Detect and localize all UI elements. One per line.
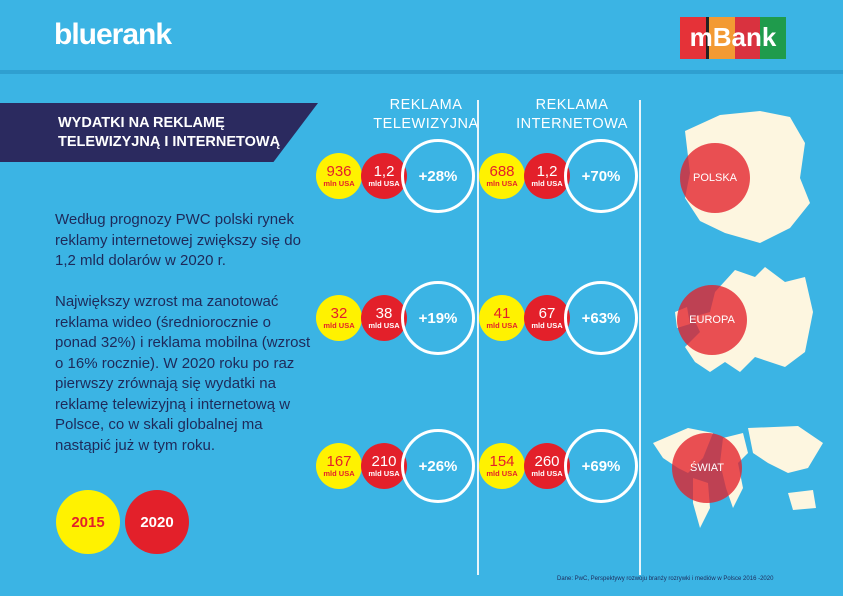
column-divider [639, 100, 641, 575]
value: 936 [326, 163, 352, 180]
unit: mln USA [486, 179, 518, 188]
region-marker-europa: EUROPA [677, 285, 747, 355]
title-line-2: TELEWIZYJNĄ I INTERNETOWĄ [58, 134, 281, 150]
column-divider [477, 100, 479, 575]
region-marker-swiat: ŚWIAT [672, 433, 742, 503]
unit: mld USA [486, 321, 518, 330]
value: 167 [326, 453, 352, 470]
tv-l1: REKLAMA [389, 97, 463, 113]
page-title: WYDATKI NA REKLAMĘ TELEWIZYJNĄ I INTERNE… [58, 114, 288, 152]
mbank-logo-text: mBank [689, 22, 777, 52]
value: 41 [493, 305, 511, 322]
unit: mld USA [531, 179, 563, 188]
unit: mld USA [531, 469, 563, 478]
legend-2015: 2015 [56, 490, 120, 554]
net-l2: INTERNETOWA [516, 116, 628, 132]
value: 67 [538, 305, 556, 322]
value-2020-tv: 210 mld USA [361, 443, 407, 489]
value: 32 [330, 305, 348, 322]
paragraph-2: Największy wzrost ma zanotować reklama w… [55, 293, 311, 454]
unit: mld USA [368, 321, 400, 330]
value-2015-tv: 167 mld USA [316, 443, 362, 489]
mbank-logo: mBank [680, 17, 787, 59]
column-header-tv: REKLAMA TELEWIZYJNA [356, 96, 496, 134]
growth-net: +70% [564, 139, 638, 213]
header-divider [0, 70, 843, 74]
value: 688 [489, 163, 515, 180]
growth-tv: +19% [401, 281, 475, 355]
tv-l2: TELEWIZYJNA [373, 116, 479, 132]
title-banner [0, 103, 318, 162]
value: 38 [375, 305, 393, 322]
value-2015-net: 154 mld USA [479, 443, 525, 489]
unit: mld USA [368, 469, 400, 478]
value-2020-tv: 38 mld USA [361, 295, 407, 341]
value-2020-net: 67 mld USA [524, 295, 570, 341]
value: 260 [534, 453, 560, 470]
title-line-1: WYDATKI NA REKLAMĘ [58, 115, 225, 131]
value-2015-tv: 936 mln USA [316, 153, 362, 199]
value-2020-tv: 1,2 mld USA [361, 153, 407, 199]
value-2015-net: 41 mld USA [479, 295, 525, 341]
unit: mld USA [531, 321, 563, 330]
unit: mln USA [323, 179, 355, 188]
value-2020-net: 260 mld USA [524, 443, 570, 489]
legend-2020: 2020 [125, 490, 189, 554]
bluerank-logo: bluerank [54, 18, 172, 51]
value-2020-net: 1,2 mld USA [524, 153, 570, 199]
column-header-internet: REKLAMA INTERNETOWA [502, 96, 642, 134]
growth-tv: +26% [401, 429, 475, 503]
unit: mld USA [323, 321, 355, 330]
net-l1: REKLAMA [535, 97, 609, 113]
paragraph-1: Według prognozy PWC polski rynek reklamy… [55, 211, 301, 269]
growth-net: +69% [564, 429, 638, 503]
value-2015-tv: 32 mld USA [316, 295, 362, 341]
value: 1,2 [373, 163, 395, 180]
source-note: Dane: PwC, Perspektywy rozwoju branży ro… [557, 576, 774, 582]
value-2015-net: 688 mln USA [479, 153, 525, 199]
value: 154 [489, 453, 515, 470]
value: 1,2 [536, 163, 558, 180]
region-marker-polska: POLSKA [680, 143, 750, 213]
unit: mld USA [323, 469, 355, 478]
growth-net: +63% [564, 281, 638, 355]
unit: mld USA [368, 179, 400, 188]
value: 210 [371, 453, 397, 470]
growth-tv: +28% [401, 139, 475, 213]
unit: mld USA [486, 469, 518, 478]
